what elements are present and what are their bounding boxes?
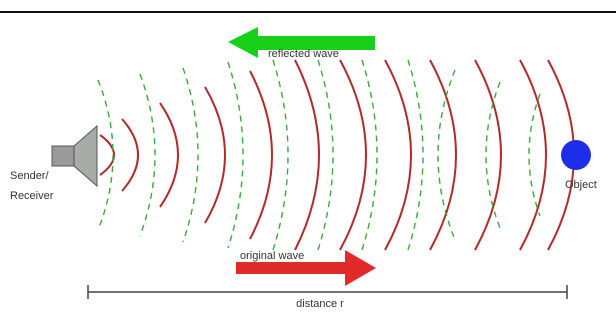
reflected-wavefront <box>183 68 198 242</box>
reflected-wavefront <box>140 74 155 236</box>
original-wavefront <box>295 60 319 250</box>
original-label: original wave <box>240 250 304 262</box>
distance-line <box>88 285 567 299</box>
object-label: Object <box>565 179 597 191</box>
reflected-wavefront <box>318 60 333 250</box>
original-wavefront <box>430 60 456 250</box>
waves <box>98 60 574 250</box>
speaker <box>52 126 97 186</box>
original-wavefront <box>520 60 546 250</box>
reflected-wavefront <box>273 60 288 250</box>
original-wavefront <box>160 103 178 207</box>
sender-label: Sender/ <box>10 170 49 182</box>
sender-label: Receiver <box>10 190 54 202</box>
reflected-label: reflected wave <box>268 48 339 60</box>
reflected-wavefront <box>362 60 377 250</box>
reflected-wavefront <box>438 70 455 240</box>
reflected-wavefront <box>98 80 113 230</box>
diagram: reflected wave Sender/ Receiver Object o… <box>0 0 616 314</box>
original-wavefront <box>475 60 501 250</box>
original-wavefront <box>340 60 366 250</box>
original-wavefront <box>122 119 138 191</box>
distance-label: distance r <box>296 298 344 310</box>
reflected-wavefront <box>529 94 540 216</box>
original-wavefront <box>205 87 225 223</box>
reflected-wavefront <box>228 62 243 248</box>
original-wavefront <box>250 71 272 239</box>
object <box>561 140 591 170</box>
original-wavefront <box>385 60 411 250</box>
reflected-wavefront <box>486 82 500 228</box>
